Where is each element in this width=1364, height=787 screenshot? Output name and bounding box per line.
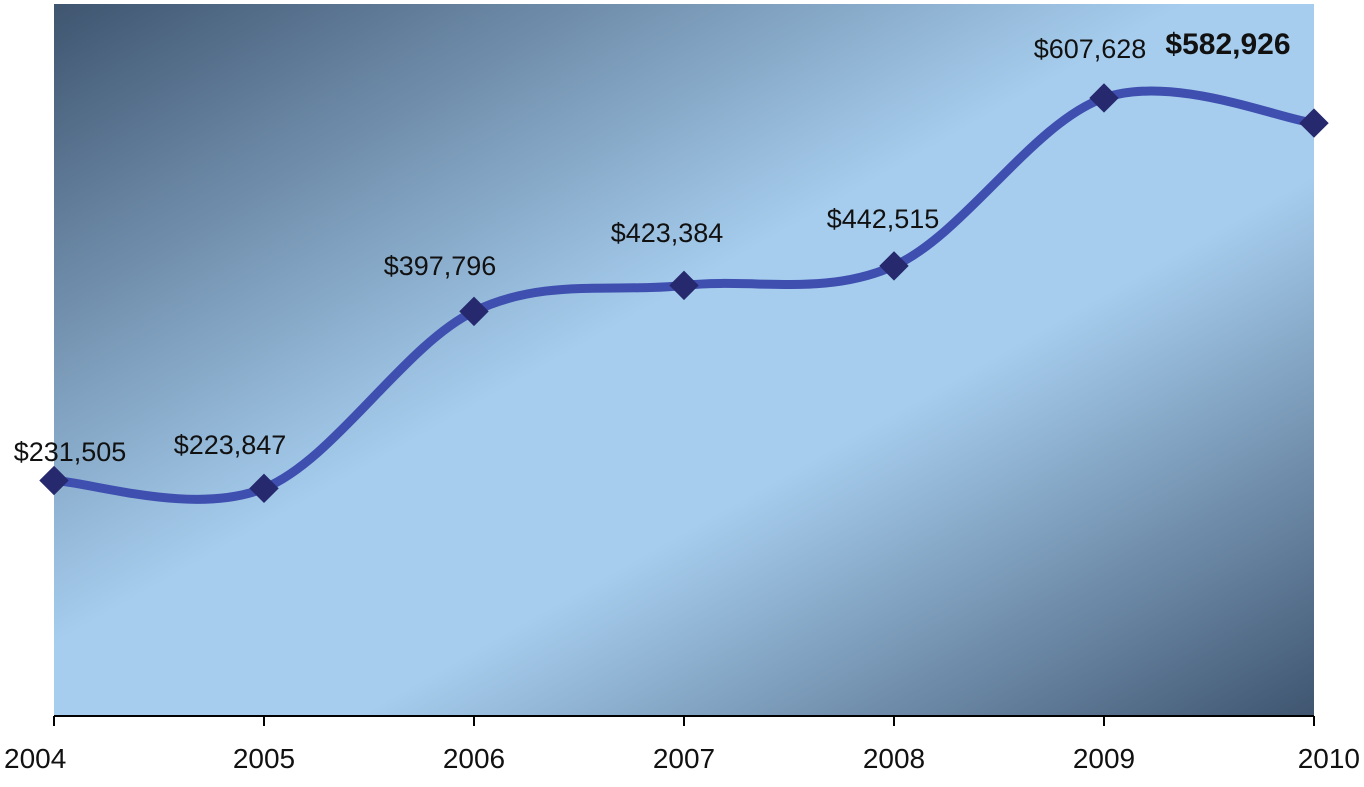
x-tick-label-2010: 2010 — [1298, 743, 1360, 774]
data-point-2007 — [669, 270, 699, 301]
data-point-2005 — [249, 473, 279, 504]
data-label-2004: $231,505 — [14, 437, 127, 467]
data-label-2007: $423,384 — [611, 218, 724, 248]
data-point-2009 — [1089, 83, 1119, 113]
data-point-2010 — [1299, 108, 1329, 138]
data-label-2006: $397,796 — [384, 251, 497, 281]
data-label-2010: $582,926 — [1165, 28, 1290, 61]
data-label-2005: $223,847 — [174, 430, 287, 460]
x-tick-label-2006: 2006 — [443, 743, 505, 774]
data-point-2004 — [39, 465, 69, 496]
x-tick-labels: 2004 2005 2006 2007 2008 2009 2010 — [4, 743, 1360, 774]
data-label-2009: $607,628 — [1034, 34, 1147, 64]
x-tick-label-2009: 2009 — [1073, 743, 1135, 774]
marker-layer — [39, 83, 1329, 504]
data-label-layer: $231,505 $223,847 $397,796 $423,384 $442,515… — [14, 28, 1291, 467]
data-point-2008 — [879, 251, 909, 281]
x-tick-label-2007: 2007 — [653, 743, 715, 774]
data-label-2008: $442,515 — [827, 204, 940, 234]
plot-background — [54, 4, 1314, 716]
data-point-2006 — [459, 296, 489, 327]
x-axis — [53, 715, 1315, 726]
x-tick-label-2008: 2008 — [863, 743, 925, 774]
x-tick-label-2005: 2005 — [233, 743, 295, 774]
x-tick-label-2004: 2004 — [4, 743, 66, 774]
